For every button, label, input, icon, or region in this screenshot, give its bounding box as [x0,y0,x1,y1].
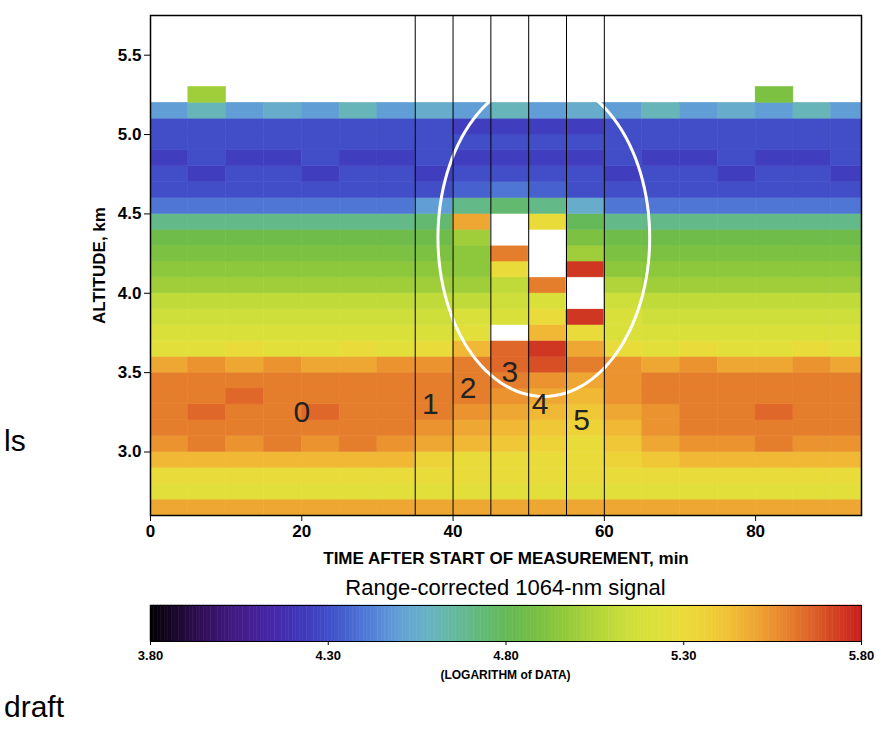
svg-text:3.0: 3.0 [118,442,142,461]
svg-text:5: 5 [573,403,590,436]
svg-text:80: 80 [746,522,765,541]
svg-text:20: 20 [292,522,311,541]
svg-text:60: 60 [595,522,614,541]
svg-text:2: 2 [460,371,477,404]
html-text:Range-corrected 1064-nm signal: Range-corrected 1064-nm signal [345,575,666,600]
html-text:draft: draft [4,690,64,723]
svg-text:TIME AFTER START OF MEASUREMEN: TIME AFTER START OF MEASUREMENT, min [323,549,689,568]
svg-text:5.30: 5.30 [671,648,696,663]
svg-text:1: 1 [422,387,439,420]
svg-text:4.80: 4.80 [493,648,518,663]
svg-text:0: 0 [146,522,155,541]
svg-text:3: 3 [501,355,518,388]
svg-text:5.0: 5.0 [118,125,142,144]
svg-text:5.5: 5.5 [118,46,142,65]
svg-text:4.0: 4.0 [118,284,142,303]
svg-text:0: 0 [293,395,310,428]
svg-text:3.80: 3.80 [138,648,163,663]
svg-text:4.5: 4.5 [118,204,142,223]
svg-text:4: 4 [532,387,549,420]
svg-text:5.80: 5.80 [849,648,874,663]
svg-text:40: 40 [444,522,463,541]
svg-text:ALTITUDE, km: ALTITUDE, km [90,207,109,324]
svg-text:4.30: 4.30 [316,648,341,663]
html-text:(LOGARITHM of DATA): (LOGARITHM of DATA) [440,668,571,682]
html-text:ls: ls [4,424,26,457]
svg-text:3.5: 3.5 [118,363,142,382]
